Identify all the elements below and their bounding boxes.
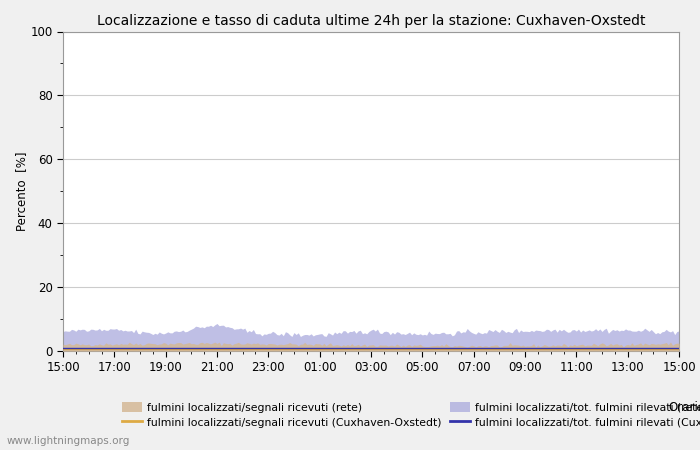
Text: Orario: Orario [668,401,700,414]
Legend: fulmini localizzati/segnali ricevuti (rete), fulmini localizzati/segnali ricevut: fulmini localizzati/segnali ricevuti (re… [118,398,700,432]
Y-axis label: Percento  [%]: Percento [%] [15,152,27,231]
Title: Localizzazione e tasso di caduta ultime 24h per la stazione: Cuxhaven-Oxstedt: Localizzazione e tasso di caduta ultime … [97,14,645,27]
Text: www.lightningmaps.org: www.lightningmaps.org [7,436,130,446]
